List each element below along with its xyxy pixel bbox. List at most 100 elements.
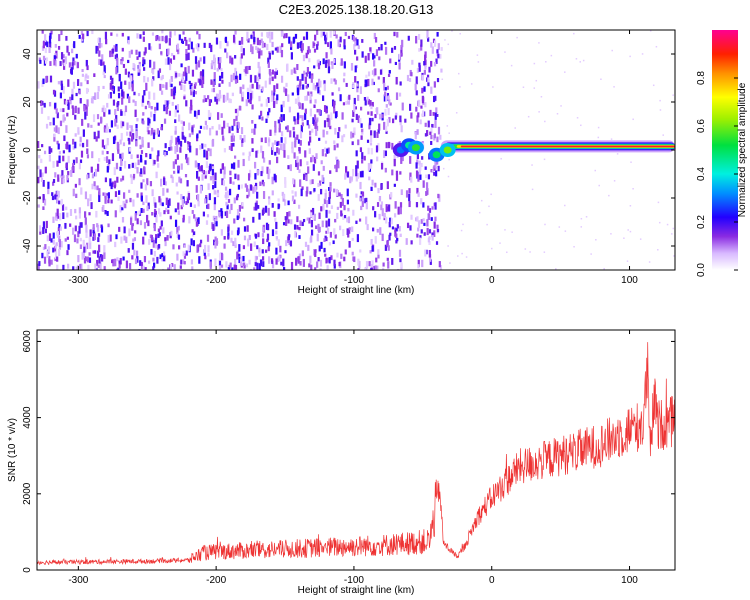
spectrogram-cell [448, 132, 450, 134]
spectrogram-cell [429, 259, 432, 265]
spectrogram-cell [420, 39, 423, 47]
spectrogram-cell [314, 99, 317, 104]
spectrogram-cell [337, 132, 340, 139]
spectrogram-cell [378, 195, 382, 201]
spectrogram-cell [104, 107, 107, 113]
spectrogram-cell [90, 166, 93, 173]
spectrogram-cell [55, 108, 58, 114]
spectrogram-cell [71, 88, 74, 95]
spectrogram-cell [375, 145, 379, 153]
spectrogram-cell [324, 147, 327, 153]
spectrogram-cell [350, 131, 353, 139]
spectrogram-cell [48, 154, 51, 162]
spectrogram-cell [167, 209, 170, 215]
spectrogram-cell [203, 244, 207, 253]
spectrogram-cell [81, 118, 84, 126]
spectrogram-cell [421, 156, 424, 160]
spectrogram-cell [276, 141, 279, 146]
spectrogram-cell [326, 227, 330, 234]
spectrogram-cell [361, 194, 365, 203]
spectrogram-cell [424, 166, 427, 170]
spectrogram-cell [86, 30, 89, 37]
spectrogram-cell [384, 167, 387, 173]
spectrogram-cell [56, 190, 59, 195]
spectrogram-cell [462, 223, 464, 226]
spectrogram-cell [376, 107, 379, 115]
spectrogram-cell [127, 248, 130, 253]
spectrogram-cell [83, 211, 87, 218]
spectrogram-cell [434, 160, 437, 169]
spectrogram-cell [117, 149, 120, 154]
spectrogram-cell [406, 74, 410, 82]
spectrogram-cell [353, 44, 356, 50]
spectrogram-cell [101, 107, 104, 113]
spectrogram-cell [280, 261, 283, 266]
spectrogram-cell [367, 147, 370, 155]
spectrogram-cell [429, 131, 432, 135]
spectrogram-cell [177, 225, 180, 231]
spectrogram-cell [287, 155, 290, 159]
spectrogram-cell [255, 256, 258, 260]
spectrogram-cell [437, 126, 441, 135]
spectrogram-cell [531, 164, 533, 166]
spectrogram-cell [134, 109, 137, 118]
spectrogram-cell [134, 162, 137, 169]
spectrogram-cell [227, 235, 230, 240]
spectrogram-cell [119, 153, 122, 159]
spectrogram-cell [42, 55, 46, 61]
spectrogram-cell [72, 145, 75, 150]
spectrogram-cell [174, 126, 177, 134]
spectrogram-cell [93, 233, 96, 241]
spectrogram-cell [114, 109, 117, 116]
spectrogram-cell [163, 36, 167, 43]
spectrogram-cell [130, 154, 133, 159]
spectrogram-cell [356, 172, 360, 179]
spectrogram-cell [274, 130, 277, 136]
spectrogram-cell [314, 85, 317, 89]
spectrogram-cell [573, 245, 575, 248]
spectrogram-cell [149, 46, 153, 51]
snr-y-tick-label: 6000 [22, 330, 33, 353]
spectrogram-cell [42, 41, 45, 49]
spectrogram-cell [374, 236, 377, 244]
spectrogram-cell [47, 246, 50, 253]
spectrogram-cell [44, 244, 47, 250]
spectrogram-cell [326, 265, 329, 270]
spectrogram-cell [197, 43, 200, 48]
spectrogram-cell [182, 135, 185, 140]
spectrogram-cell [121, 216, 125, 223]
spectrogram-cell [236, 209, 240, 216]
spectrogram-cell [121, 97, 124, 105]
spectrogram-cell [106, 166, 109, 173]
spectrogram-cell [264, 137, 267, 144]
spectrogram-cell [360, 191, 363, 195]
spectrogram-cell [161, 253, 164, 258]
spectrogram-cell [603, 267, 605, 270]
spectrogram-cell [346, 217, 349, 223]
spectrogram-cell [143, 51, 146, 56]
spectrogram-cell [346, 228, 349, 235]
spectrogram-cell [336, 212, 339, 219]
spectrogram-cell [201, 143, 204, 149]
spectrogram-cell [185, 39, 188, 46]
spectrogram-cell [304, 76, 307, 84]
spectrogram-cell [120, 178, 123, 182]
spectrogram-cell [324, 61, 328, 68]
spectrogram-cell [140, 263, 144, 270]
spectrogram-cell [153, 224, 156, 232]
spectrogram-cell [333, 228, 336, 235]
spectrogram-cell [224, 95, 227, 102]
spectrogram-cell [62, 155, 65, 162]
spectrogram-cell [396, 237, 399, 242]
spectrogram-cell [64, 56, 67, 65]
spectrogram-cell [321, 95, 325, 101]
spectrogram-cell [56, 160, 59, 167]
spectrogram-cell [395, 233, 398, 239]
spectrogram-cell [374, 182, 377, 188]
spectrogram-cell [203, 149, 206, 158]
spectrogram-cell [170, 88, 173, 97]
spectrogram-cell [195, 111, 198, 119]
spectrogram-cell [73, 234, 77, 243]
spectrogram-cell [364, 55, 367, 63]
spectrogram-cell [107, 235, 110, 243]
